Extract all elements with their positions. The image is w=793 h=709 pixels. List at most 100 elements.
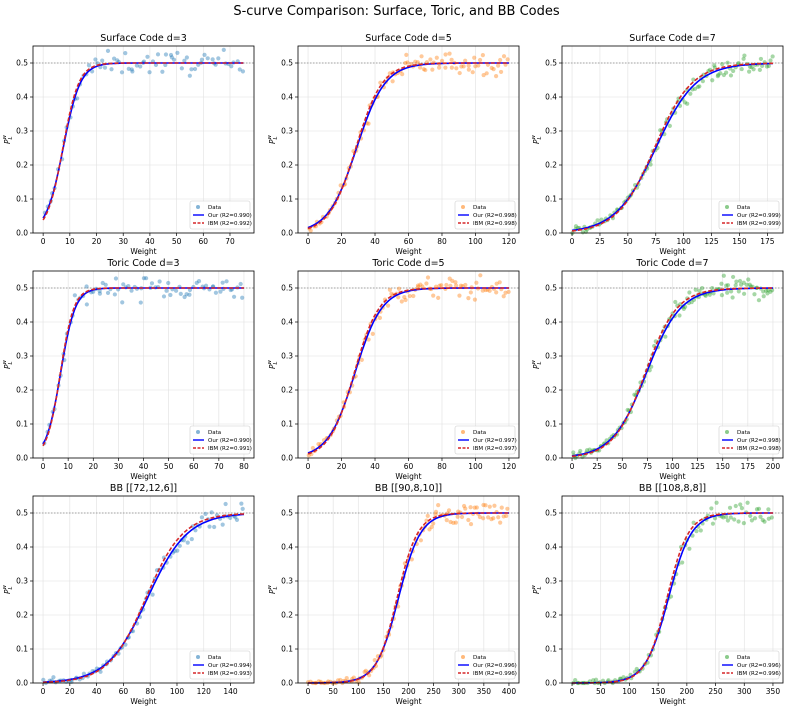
data-point	[446, 508, 452, 513]
legend-data-marker	[196, 205, 200, 209]
data-point	[164, 288, 169, 293]
y-tick-label: 0.0	[16, 679, 28, 688]
data-point	[756, 506, 762, 511]
data-point	[764, 64, 770, 69]
data-point	[109, 67, 114, 72]
data-point	[749, 518, 754, 523]
data-point	[338, 677, 343, 683]
data-point	[478, 273, 483, 278]
data-point	[416, 284, 421, 290]
axes-frame	[561, 495, 784, 684]
y-tick-label: 0.5	[281, 284, 293, 293]
data-point	[184, 55, 189, 60]
x-tick-label: 50	[164, 462, 174, 471]
data-point	[218, 289, 223, 294]
data-point	[387, 71, 392, 76]
data-point	[716, 72, 721, 77]
data-point	[316, 441, 321, 447]
x-tick-label: 175	[741, 462, 756, 471]
legend-our-label: Our (R2=0.997)	[473, 438, 517, 444]
x-tick-label: 100	[468, 462, 483, 471]
data-point	[233, 515, 238, 520]
y-tick-label: 0.0	[16, 454, 28, 463]
data-series	[305, 502, 510, 686]
y-tick-label: 0.5	[281, 509, 293, 518]
data-point	[363, 668, 368, 673]
data-point	[424, 518, 429, 523]
panel-title: BB [[90,8,10]]	[375, 483, 442, 494]
data-point	[498, 57, 503, 63]
data-point	[212, 524, 217, 530]
data-point	[505, 506, 510, 511]
data-point	[431, 293, 436, 298]
data-point	[729, 289, 734, 294]
data-point	[105, 290, 111, 296]
data-point	[415, 283, 421, 288]
data-point	[178, 291, 183, 296]
data-point	[758, 514, 763, 519]
x-tick-label: 0	[41, 462, 46, 471]
y-tick-label: 0.0	[281, 229, 293, 238]
x-tick-label: 200	[680, 687, 695, 696]
data-point	[721, 273, 726, 278]
y-tick-label: 0.4	[16, 93, 28, 102]
data-point	[409, 557, 414, 562]
data-point	[766, 516, 771, 521]
data-point	[573, 224, 579, 229]
legend-our-label: Our (R2=0.996)	[737, 663, 781, 669]
data-point	[749, 64, 754, 70]
data-point	[213, 290, 219, 295]
data-point	[730, 274, 736, 280]
data-point	[687, 290, 692, 295]
legend-data-marker	[461, 430, 465, 434]
data-point	[428, 57, 433, 62]
y-tick-label: 0.5	[16, 509, 28, 518]
data-point	[182, 58, 187, 63]
data-point	[100, 58, 105, 63]
data-point	[489, 65, 494, 71]
x-tick-label: 60	[189, 462, 199, 471]
data-point	[747, 69, 752, 74]
x-tick-label: 100	[351, 687, 366, 696]
data-point	[760, 517, 765, 523]
x-tick-label: 70	[225, 237, 235, 246]
data-point	[115, 58, 120, 63]
data-point	[187, 287, 193, 293]
data-point	[425, 275, 431, 280]
legend-ibm-label: IBM (R2=0.998)	[473, 221, 517, 227]
x-tick-label: 20	[337, 237, 347, 246]
y-tick-label: 0.3	[16, 577, 28, 586]
data-point	[175, 50, 180, 55]
data-point	[693, 287, 698, 292]
data-point	[477, 514, 482, 520]
x-tick-label: 60	[404, 237, 414, 246]
data-point	[751, 67, 756, 72]
data-point	[733, 283, 738, 288]
data-point	[166, 280, 171, 286]
data-point	[120, 300, 125, 305]
data-point	[473, 64, 478, 69]
ibm-fit-curve	[308, 512, 509, 684]
data-point	[458, 283, 464, 288]
x-tick-label: 150	[716, 462, 731, 471]
legend-our-label: Our (R2=0.994)	[208, 663, 252, 669]
data-point	[403, 297, 408, 303]
y-tick-label: 0.4	[16, 543, 28, 552]
data-point	[113, 276, 119, 281]
panel-8: 0 50 100 150 200 250 300 350 400 0.0 0.1 0.2 0.3 0.4 0…	[267, 483, 520, 706]
data-point	[700, 79, 705, 84]
y-tick-label: 0.2	[16, 611, 28, 620]
x-tick-label: 0	[570, 687, 575, 696]
data-point	[476, 63, 481, 68]
data-point	[766, 63, 771, 69]
data-point	[362, 669, 367, 675]
ibm-fit-curve	[571, 287, 773, 458]
legend-data-label: Data	[473, 655, 486, 661]
x-tick-label: 20	[65, 687, 75, 696]
x-tick-label: 120	[502, 237, 517, 246]
y-tick-label: 0.5	[545, 509, 557, 518]
data-point	[100, 280, 105, 286]
x-axis-label: Weight	[130, 472, 156, 481]
x-tick-label: 100	[665, 462, 680, 471]
panel-title: BB [[72,12,6]]	[110, 483, 177, 494]
